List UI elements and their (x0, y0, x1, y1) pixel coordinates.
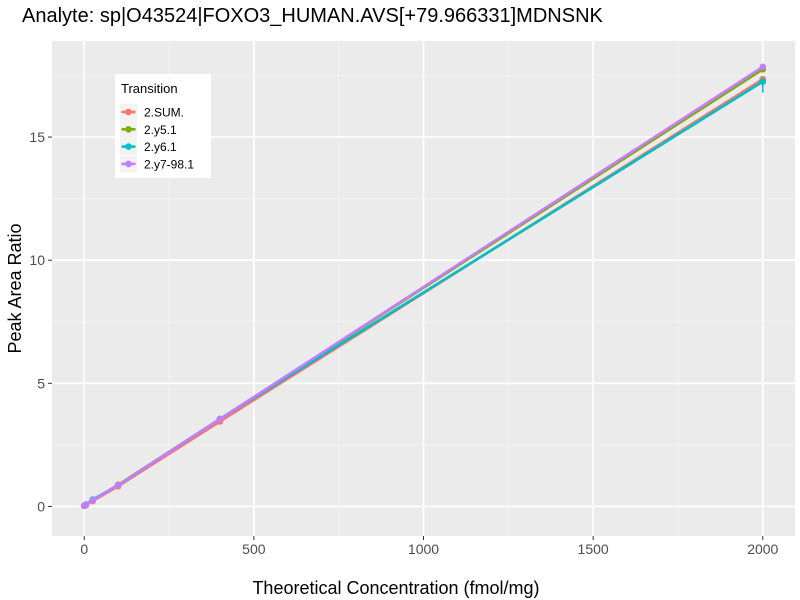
data-point (759, 78, 767, 85)
x-axis: 0 500 1000 1500 2000 (80, 536, 779, 557)
legend-label: 2.y7-98.1 (144, 157, 194, 171)
legend-label: 2.y6.1 (144, 140, 177, 154)
chart-title: Analyte: sp|O43524|FOXO3_HUMAN.AVS[+79.9… (22, 5, 604, 27)
legend-item: 2.y6.1 (120, 138, 177, 156)
x-tick-label: 1000 (408, 541, 439, 557)
y-tick-label: 5 (37, 375, 45, 391)
legend-key-point (125, 160, 132, 168)
data-point (89, 496, 97, 504)
series-2-y7-98-1 (80, 63, 767, 510)
legend-title: Transition (121, 81, 178, 96)
legend-key-point (125, 108, 132, 116)
legend-items: 2.SUM. 2.y5.1 2.y6.1 2.y7-98.1 (120, 103, 194, 173)
legend-item: 2.y7-98.1 (120, 155, 194, 173)
data-point (759, 63, 767, 71)
x-tick-label: 2000 (747, 541, 778, 557)
data-point (114, 481, 122, 489)
y-tick-label: 10 (29, 252, 45, 268)
y-axis: 0 5 10 15 (29, 129, 52, 514)
legend-key-point (125, 143, 132, 150)
legend: Transition 2.SUM. 2.y5.1 2.y6.1 2.y7-98.1 (115, 74, 211, 178)
legend-item: 2.SUM. (120, 103, 184, 121)
x-tick-label: 1500 (578, 541, 609, 557)
legend-key-point (125, 126, 132, 133)
legend-label: 2.SUM. (144, 106, 184, 120)
data-point (82, 501, 90, 509)
series-layer (80, 63, 767, 510)
legend-item: 2.y5.1 (120, 120, 177, 138)
x-axis-title: Theoretical Concentration (fmol/mg) (252, 578, 539, 598)
legend-label: 2.y5.1 (144, 123, 177, 137)
y-tick-label: 0 (37, 498, 45, 514)
y-tick-label: 15 (29, 129, 45, 145)
x-tick-label: 0 (80, 541, 88, 557)
data-point (216, 415, 224, 423)
x-tick-label: 500 (242, 541, 266, 557)
y-axis-title: Peak Area Ratio (5, 223, 25, 353)
